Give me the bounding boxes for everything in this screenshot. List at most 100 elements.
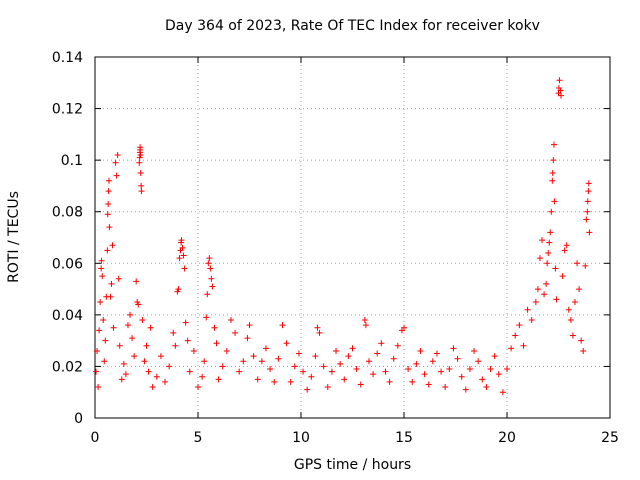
data-point xyxy=(106,177,113,184)
data-point xyxy=(110,324,117,331)
data-point xyxy=(93,368,100,375)
y-tick-label: 0.1 xyxy=(61,153,83,169)
y-tick-label: 0.08 xyxy=(52,205,83,221)
data-point xyxy=(223,347,230,354)
data-point xyxy=(532,298,539,305)
data-point xyxy=(495,371,502,378)
chart-title: Day 364 of 2023, Rate Of TEC Index for r… xyxy=(165,18,540,34)
data-point xyxy=(96,327,103,334)
data-point xyxy=(561,247,568,254)
data-point xyxy=(585,188,592,195)
data-point xyxy=(314,324,321,331)
data-point xyxy=(131,353,138,360)
data-point xyxy=(179,244,186,251)
data-point xyxy=(504,366,510,373)
data-point xyxy=(471,347,478,354)
data-point xyxy=(405,366,412,373)
data-point xyxy=(186,368,193,375)
data-point xyxy=(135,301,142,308)
data-point xyxy=(300,368,307,375)
data-point xyxy=(450,345,457,352)
data-point xyxy=(462,386,469,393)
data-point xyxy=(550,157,557,164)
data-point xyxy=(582,262,589,269)
data-point xyxy=(101,358,108,365)
x-tick-label: 25 xyxy=(601,430,619,446)
y-tick-label: 0 xyxy=(74,411,83,427)
data-point xyxy=(353,366,360,373)
data-point xyxy=(565,306,572,313)
data-point xyxy=(99,273,106,280)
data-point xyxy=(543,280,550,287)
data-point xyxy=(390,355,397,362)
data-point xyxy=(417,347,424,354)
data-point xyxy=(211,324,218,331)
data-point xyxy=(512,332,519,339)
x-tick-label: 10 xyxy=(292,430,310,446)
data-point xyxy=(553,296,560,303)
data-point xyxy=(549,170,556,177)
data-point xyxy=(136,154,143,161)
data-point xyxy=(182,319,189,326)
data-point xyxy=(145,368,152,375)
y-tick-label: 0.04 xyxy=(52,308,83,324)
data-point xyxy=(345,353,352,360)
data-point xyxy=(213,340,220,347)
data-point xyxy=(98,257,105,264)
data-point xyxy=(544,260,551,267)
data-point xyxy=(333,347,340,354)
data-point xyxy=(113,172,120,179)
data-point xyxy=(571,298,578,305)
data-point xyxy=(147,324,154,331)
data-point xyxy=(232,329,239,336)
data-point xyxy=(138,188,145,195)
data-point xyxy=(162,378,169,385)
data-point xyxy=(409,378,416,385)
data-point xyxy=(170,329,177,336)
data-point xyxy=(258,358,265,365)
data-point xyxy=(267,366,274,373)
data-point xyxy=(413,360,420,367)
data-point xyxy=(236,368,243,375)
data-point xyxy=(178,237,185,244)
data-point xyxy=(97,298,104,305)
data-point xyxy=(127,311,134,318)
data-point xyxy=(585,180,592,187)
data-point xyxy=(370,371,377,378)
data-point xyxy=(556,77,563,84)
data-point xyxy=(133,278,140,285)
data-point xyxy=(584,208,591,215)
data-point xyxy=(240,358,247,365)
data-point xyxy=(563,242,570,249)
data-point xyxy=(279,322,286,329)
data-point xyxy=(104,211,111,218)
data-point xyxy=(115,275,122,282)
data-point xyxy=(181,265,188,272)
data-point xyxy=(199,373,206,380)
data-point xyxy=(574,260,581,267)
data-point xyxy=(219,363,226,370)
data-point xyxy=(466,366,473,373)
data-point xyxy=(520,342,527,349)
data-point xyxy=(100,317,107,324)
data-point xyxy=(569,332,576,339)
plot-frame xyxy=(94,56,611,419)
data-point xyxy=(271,378,278,385)
data-point xyxy=(124,322,131,329)
data-point xyxy=(129,335,136,342)
data-point xyxy=(94,347,101,354)
data-point xyxy=(349,345,356,352)
data-point xyxy=(105,188,112,195)
data-point xyxy=(320,363,327,370)
data-point xyxy=(559,273,566,280)
data-point xyxy=(578,337,585,344)
data-point xyxy=(483,384,490,391)
data-point xyxy=(548,208,555,215)
data-point xyxy=(153,373,160,380)
data-point xyxy=(316,329,323,336)
data-point xyxy=(516,322,523,329)
data-point xyxy=(378,340,385,347)
data-point xyxy=(205,260,212,267)
data-point xyxy=(207,265,214,272)
